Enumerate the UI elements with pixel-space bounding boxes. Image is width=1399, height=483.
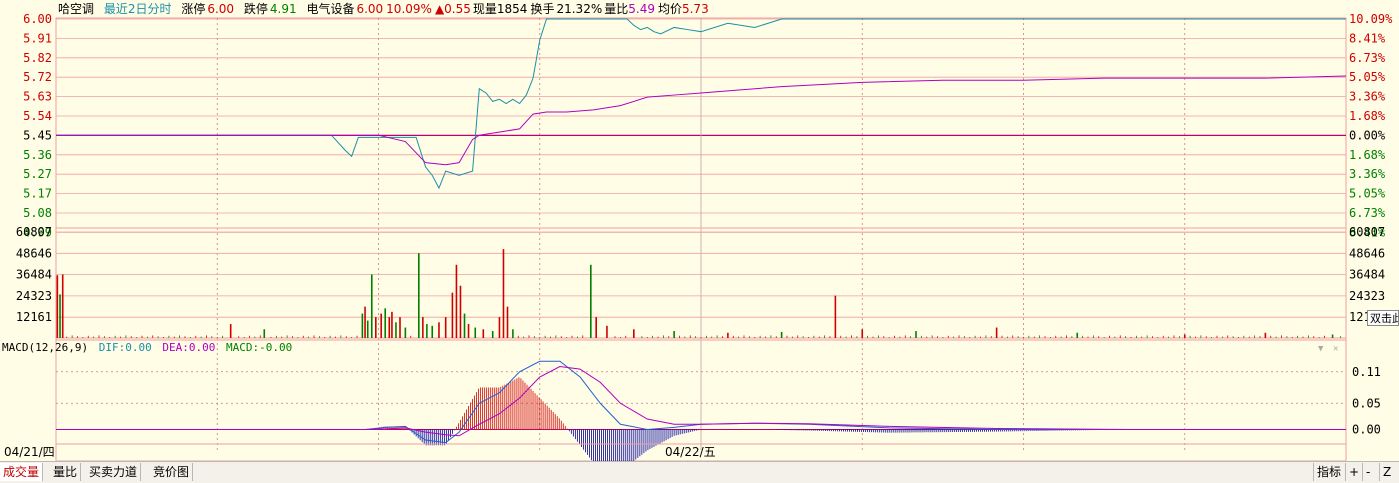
- collapse-down-icon[interactable]: ▼: [1318, 344, 1324, 354]
- dea-label: DEA:: [162, 341, 189, 354]
- avg-label: 均价: [657, 2, 682, 16]
- ratio-label: 量比: [604, 2, 629, 16]
- price-axis-label: 5.45: [23, 128, 52, 142]
- dea-value: 0.00: [188, 341, 216, 354]
- price-axis-label: 5.91: [23, 31, 52, 45]
- pct-axis-label: 3.36%: [1349, 167, 1386, 181]
- dif-label: DIF:: [98, 341, 126, 354]
- tab-auction-chart[interactable]: 竞价图: [150, 463, 194, 481]
- tab-volume[interactable]: 成交量: [0, 463, 44, 481]
- volume-axis-label-right: 36484: [1349, 268, 1385, 282]
- pct-axis-label: 8.41%: [1349, 31, 1386, 45]
- macd-params[interactable]: MACD(12,26,9): [2, 341, 89, 354]
- volume-axis-label-right: 48646: [1349, 246, 1385, 260]
- price-axis-label: 5.63: [23, 90, 52, 104]
- turnover-value: 21.32%: [556, 2, 603, 16]
- macd-axis-label: 0.00: [1352, 423, 1381, 437]
- pct-axis-label: 3.36%: [1349, 90, 1386, 104]
- period-label[interactable]: 最近2日分时: [103, 2, 172, 16]
- pct-axis-label: 5.05%: [1349, 187, 1386, 201]
- macd-axis-label: 0.05: [1352, 396, 1381, 410]
- macd-dif-line: [56, 360, 1346, 444]
- volume-axis-label: 24323: [16, 289, 52, 303]
- volume-axis-label: 36484: [16, 268, 52, 282]
- volume-axis-label: 12161: [16, 310, 52, 324]
- close-panel-icon[interactable]: ✕: [1333, 344, 1339, 354]
- volume-axis-label-right: 60807: [1349, 225, 1385, 239]
- volume-label: 现量: [472, 2, 497, 16]
- macd-dea-line: [56, 365, 1346, 437]
- avg-price-line: [56, 75, 1347, 166]
- volume-axis-label: 60807: [16, 225, 52, 239]
- price-axis-label: 5.36: [23, 148, 52, 162]
- price-axis-label: 4.99: [23, 225, 52, 239]
- macd-header: MACD(12,26,9) DIF:0.00 DEA:0.00 MACD:-0.…: [2, 341, 296, 355]
- date-label-day2: 04/22/五: [665, 445, 716, 459]
- price-axis-label: 5.54: [23, 109, 52, 123]
- pct-axis-label: 0.00%: [1349, 128, 1386, 142]
- pct-axis-label: 1.68%: [1349, 109, 1386, 123]
- change-pct: 10.09%: [386, 2, 432, 16]
- price-axis-label: 5.72: [23, 70, 52, 84]
- limit-down-label: 跌停: [243, 2, 268, 16]
- chart-canvas[interactable]: 6.00 10.09%5.91 8.41%5.82 6.73%5.72 5.05%5.6…: [0, 0, 1399, 461]
- volume-axis-label-right: 24323: [1349, 289, 1385, 303]
- macd-axis-label: 0.11: [1352, 365, 1381, 379]
- pct-axis-label: 8.41%: [1349, 225, 1386, 239]
- pct-axis-label: 5.05%: [1349, 70, 1386, 84]
- pct-axis-label: 1.68%: [1349, 148, 1386, 162]
- tab-buy-sell-force[interactable]: 买卖力道: [86, 463, 142, 481]
- stock-header: 哈空调 最近2日分时 涨停 6.00 跌停 4.91 电气设备 6.00 10.09% ▲…: [58, 1, 715, 17]
- turnover-label: 换手: [530, 2, 555, 16]
- z-button[interactable]: Z: [1379, 463, 1394, 481]
- sector-label: 电气设备: [306, 2, 355, 16]
- macd-label: MACD:: [225, 341, 260, 354]
- stock-name: 哈空调: [58, 2, 95, 16]
- pct-axis-label: 6.73%: [1349, 206, 1386, 220]
- ratio-value: 5.49: [628, 2, 655, 16]
- limit-up-label: 涨停: [181, 2, 206, 16]
- price-axis-label: 5.82: [23, 51, 52, 65]
- price-value: 6.00: [356, 2, 384, 16]
- volume-axis-label-right-clipped: 121: [1349, 310, 1371, 324]
- dif-value: 0.00: [125, 341, 152, 354]
- price-axis-label: 5.27: [23, 167, 52, 181]
- price-line: [56, 18, 1346, 190]
- pct-axis-label: 6.73%: [1349, 51, 1386, 65]
- tab-volume-ratio[interactable]: 量比: [50, 463, 82, 481]
- indicator-button[interactable]: 指标: [1313, 463, 1344, 481]
- bottom-tab-bar: 成交量 量比 买卖力道 竞价图 指标 + - Z: [0, 461, 1399, 483]
- price-axis-label: 5.08: [23, 206, 52, 220]
- zoom-in-button[interactable]: +: [1345, 463, 1362, 481]
- double-click-hint: 双击此: [1367, 310, 1399, 326]
- avg-value: 5.73: [681, 2, 709, 16]
- macd-value: -0.00: [259, 341, 293, 354]
- price-axis-label: 6.00: [23, 12, 52, 26]
- volume-value: 1854: [496, 2, 528, 16]
- date-label-day1: 04/21/四: [4, 445, 55, 459]
- limit-down-value: 4.91: [269, 2, 297, 16]
- price-axis-label: 5.17: [23, 187, 52, 201]
- zoom-out-button[interactable]: -: [1362, 463, 1373, 481]
- change-value: ▲0.55: [434, 2, 471, 16]
- limit-up-value: 6.00: [207, 2, 235, 16]
- pct-axis-label: 10.09%: [1349, 12, 1393, 26]
- volume-axis-label: 48646: [16, 246, 52, 260]
